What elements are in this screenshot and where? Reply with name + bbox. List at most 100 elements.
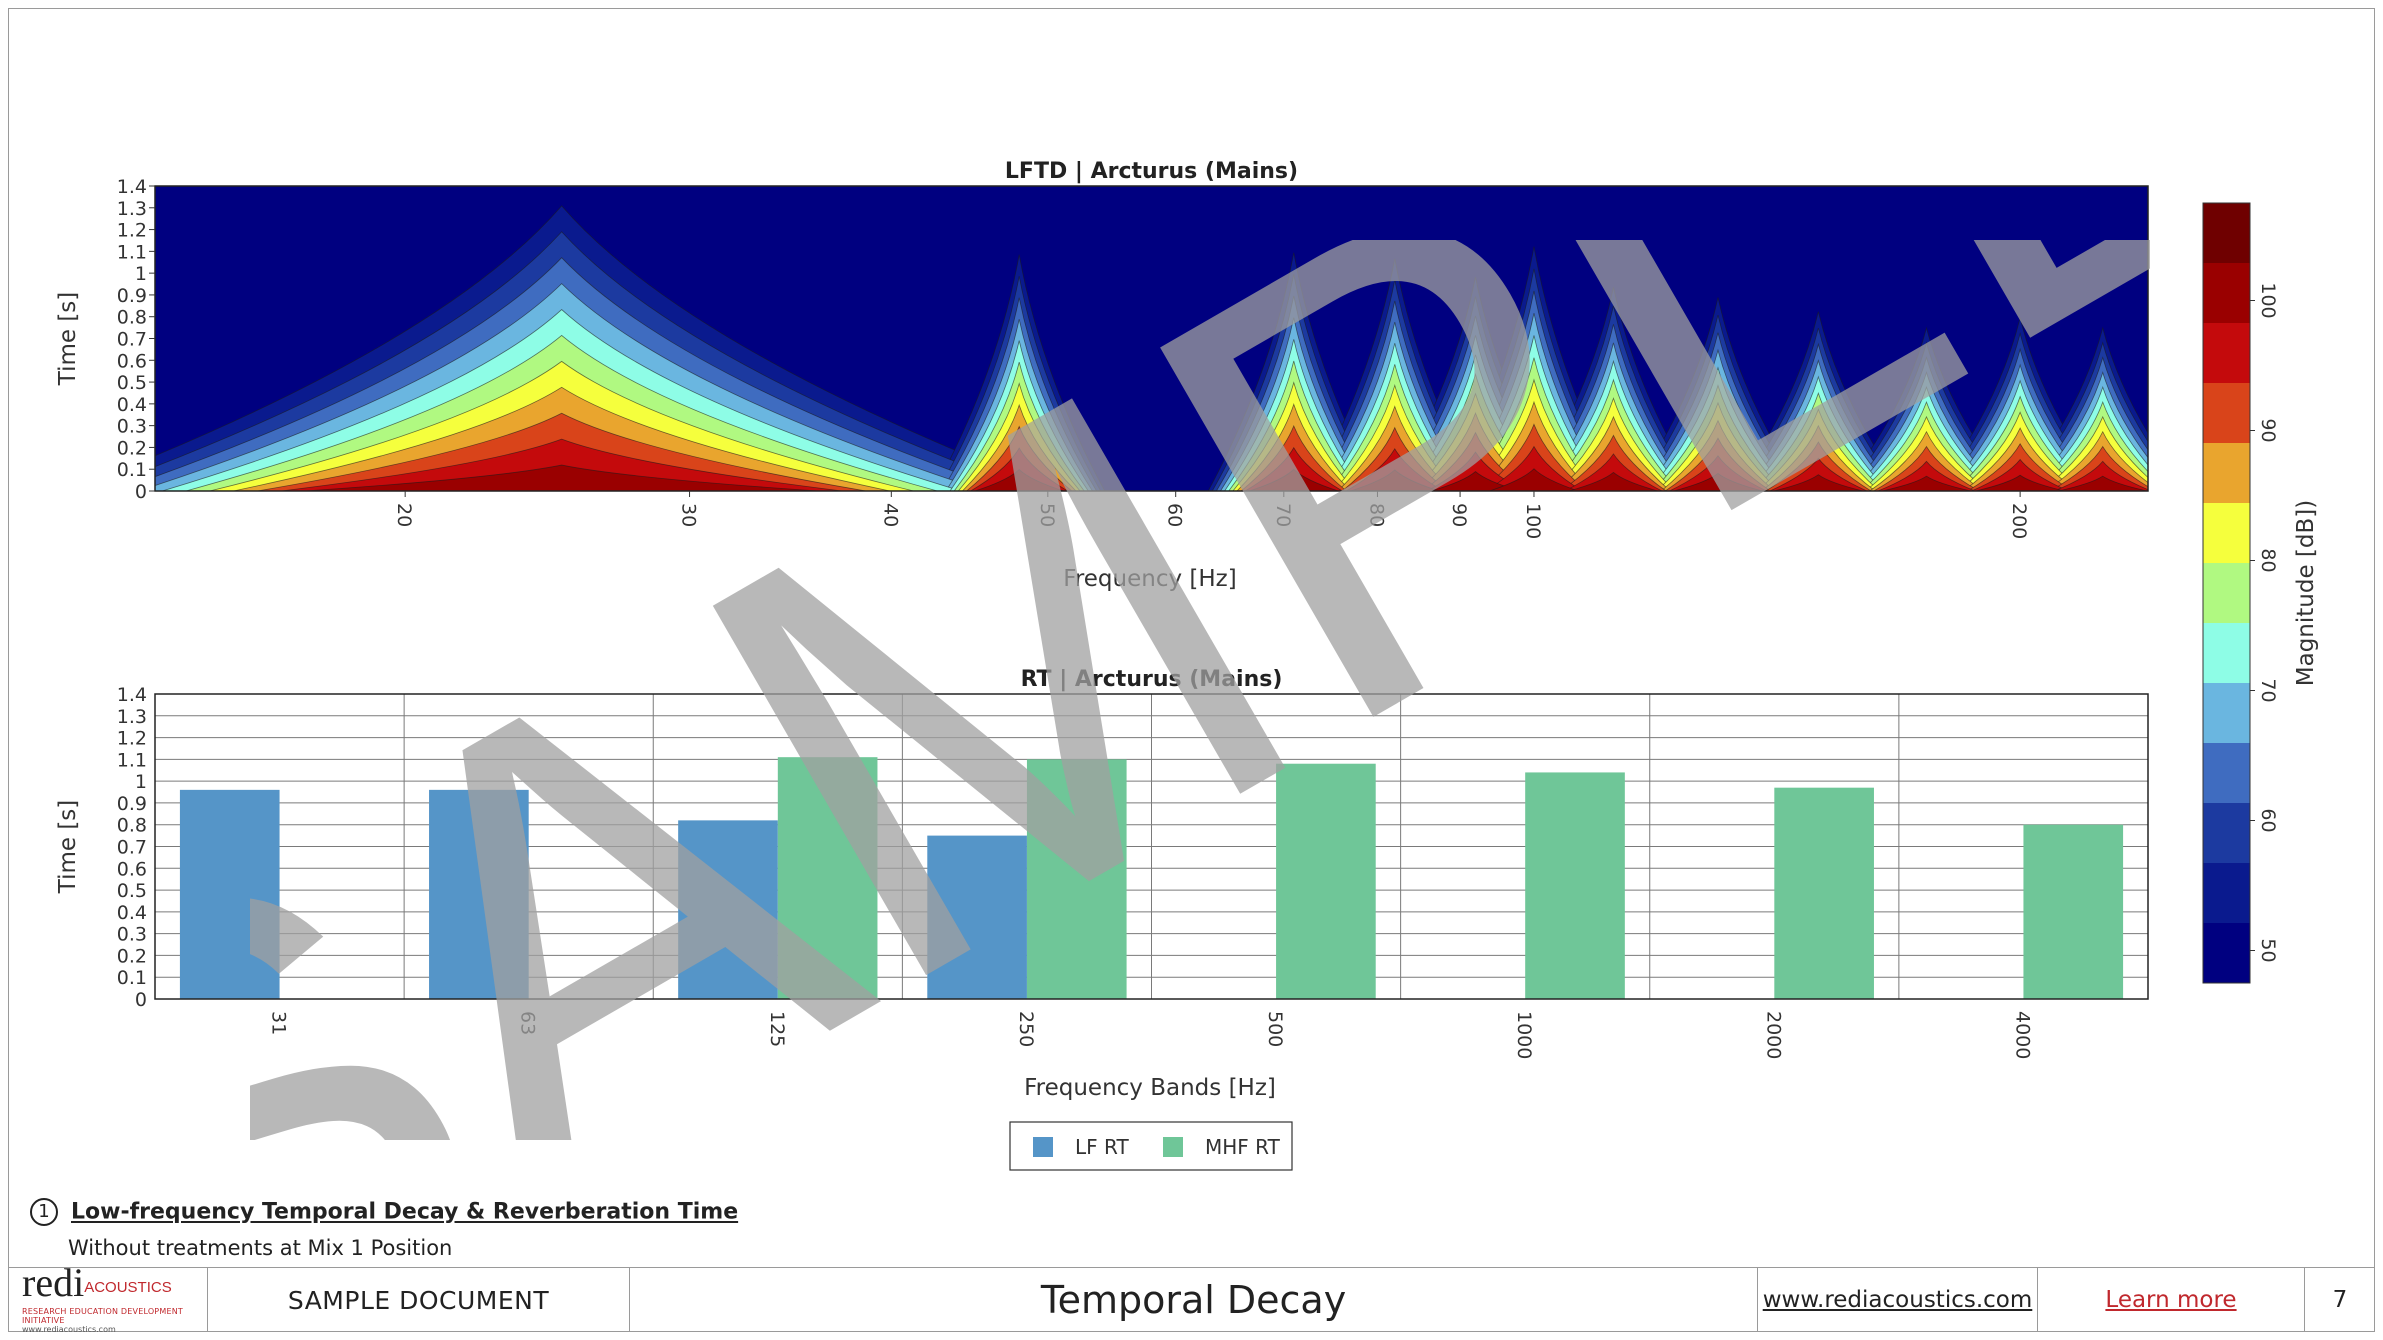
colorbar-tick-label: 60 — [2257, 808, 2279, 832]
colorbar-swatch — [2203, 863, 2250, 923]
colorbar-frame — [2202, 202, 2251, 984]
heatmap-y-tick-label: 1 — [135, 263, 147, 285]
colorbar-tick-label: 80 — [2257, 548, 2279, 572]
learn-more-link[interactable]: Learn more — [2038, 1268, 2305, 1332]
heatmap-x-tick-label: 90 — [1448, 503, 1470, 527]
bar-mhf-rt — [1276, 763, 1376, 999]
heatmap-y-tick-label: 0.4 — [117, 394, 147, 416]
logo-text: redi — [22, 1260, 85, 1305]
bar-x-tick-label: 250 — [1015, 1011, 1037, 1047]
heatmap-x-tick-label: 200 — [2008, 503, 2030, 539]
bar-y-tick-label: 0.1 — [117, 967, 147, 989]
heatmap-contour — [1249, 468, 1339, 491]
bar-x-tick-label: 63 — [517, 1011, 539, 1035]
bar-y-tick-label: 0.9 — [117, 793, 147, 815]
bar-y-tick-label: 1.1 — [117, 749, 147, 771]
colorbar-tick-label: 70 — [2257, 678, 2279, 702]
page-title: Temporal Decay — [630, 1268, 1758, 1332]
heatmap-x-tick-label: 60 — [1164, 503, 1186, 527]
bar-mhf-rt — [1525, 772, 1625, 999]
bar-lf-rt — [678, 820, 778, 999]
heatmap-field — [155, 186, 2148, 491]
bar-lf-rt — [179, 789, 280, 999]
bar-y-tick-label: 1.2 — [117, 728, 147, 750]
colorbar-swatch — [2203, 263, 2250, 323]
bar-y-tick-label: 0.8 — [117, 815, 147, 837]
bar-x-axis-label: Frequency Bands [Hz] — [1024, 1075, 1276, 1101]
bar-x-tick-label: 500 — [1264, 1011, 1286, 1047]
website-link[interactable]: www.rediacoustics.com — [1758, 1268, 2038, 1332]
bar-y-tick-label: 0.3 — [117, 924, 147, 946]
heatmap-contour — [1975, 474, 2065, 491]
heatmap-y-tick-label: 0 — [135, 481, 147, 503]
page-footer: rediACOUSTICS RESEARCH EDUCATION DEVELOP… — [8, 1263, 2375, 1334]
bar-mhf-rt — [1774, 787, 1874, 999]
heatmap-y-tick-label: 0.6 — [117, 350, 147, 372]
bar-y-tick-label: 0.2 — [117, 945, 147, 967]
bar-mhf-rt — [1026, 759, 1127, 999]
heatmap-y-axis-label: Time [s] — [55, 292, 81, 387]
bar-x-tick-label: 2000 — [1762, 1011, 1784, 1059]
note-number: 1 — [30, 1198, 58, 1226]
bar-mhf-rt — [2023, 824, 2124, 999]
heatmap-x-tick-label: 80 — [1365, 503, 1387, 527]
bar-x-tick-label: 31 — [268, 1011, 290, 1035]
heatmap-contour — [2054, 460, 2148, 491]
heatmap-contour — [1489, 468, 1579, 491]
bar-chart: 00.10.20.30.40.50.60.70.80.911.11.21.31.… — [55, 667, 2149, 1171]
colorbar-swatch — [2203, 923, 2250, 983]
note-subtitle: Without treatments at Mix 1 Position — [68, 1236, 453, 1260]
heatmap-contour — [1350, 469, 1440, 491]
colorbar-tick-label: 100 — [2257, 282, 2279, 318]
bar-x-tick-label: 125 — [766, 1011, 788, 1047]
colorbar-swatch — [2203, 443, 2250, 503]
page-number: 7 — [2332, 1287, 2348, 1313]
bar-lf-rt — [429, 789, 529, 999]
company-logo: rediACOUSTICS RESEARCH EDUCATION DEVELOP… — [8, 1263, 208, 1334]
section-note: 1 Low-frequency Temporal Decay & Reverbe… — [30, 1198, 738, 1226]
colorbar-swatch — [2203, 203, 2250, 263]
heatmap-chart: LFTD | Arcturus (Mains)00.10.20.30.40.50… — [55, 159, 2319, 984]
bar-y-tick-label: 0.4 — [117, 902, 147, 924]
logo-subtitle: RESEARCH EDUCATION DEVELOPMENT INITIATIV… — [22, 1307, 183, 1325]
document-label: SAMPLE DOCUMENT — [208, 1268, 630, 1332]
colorbar-swatch — [2203, 503, 2250, 563]
colorbar-swatch — [2203, 623, 2250, 683]
colorbar-tick-label: 50 — [2257, 938, 2279, 962]
colorbar-swatch — [2203, 683, 2250, 743]
heatmap-x-tick-label: 100 — [1522, 503, 1544, 539]
bar-mhf-rt — [777, 757, 878, 999]
colorbar-swatch — [2203, 383, 2250, 443]
bar-frame — [154, 693, 2149, 1000]
heatmap-y-tick-label: 0.8 — [117, 307, 147, 329]
heatmap-contour — [1673, 472, 1763, 491]
logo-accent: ACOUSTICS — [84, 1279, 172, 1296]
heatmap-y-tick-label: 1.3 — [117, 198, 147, 220]
heatmap-contour — [1568, 471, 1659, 491]
bar-y-tick-label: 1.4 — [117, 684, 147, 706]
bar-y-tick-label: 1.3 — [117, 706, 147, 728]
bar-x-tick-label: 4000 — [2011, 1011, 2033, 1059]
legend-label: MHF RT — [1205, 1135, 1281, 1159]
colorbar-swatch — [2203, 563, 2250, 623]
heatmap-x-tick-label: 70 — [1272, 503, 1294, 527]
heatmap-contour — [2058, 475, 2148, 491]
heatmap-y-tick-label: 0.2 — [117, 437, 147, 459]
bar-y-tick-label: 0.6 — [117, 858, 147, 880]
heatmap-contour — [1881, 475, 1972, 491]
bar-lf-rt — [927, 835, 1027, 999]
heatmap-y-tick-label: 0.5 — [117, 372, 147, 394]
heatmap-x-tick-label: 30 — [678, 503, 700, 527]
bar-y-tick-label: 0.5 — [117, 880, 147, 902]
heatmap-y-tick-label: 1.2 — [117, 220, 147, 242]
heatmap-y-tick-label: 0.3 — [117, 416, 147, 438]
heatmap-contour — [304, 464, 819, 491]
heatmap-contour — [974, 468, 1064, 491]
bar-y-tick-label: 1 — [135, 771, 147, 793]
heatmap-y-tick-label: 0.1 — [117, 459, 147, 481]
heatmap-y-tick-label: 1.1 — [117, 241, 147, 263]
heatmap-y-tick-label: 0.7 — [117, 329, 147, 351]
bar-title: RT | Arcturus (Mains) — [1021, 667, 1283, 692]
note-title[interactable]: Low-frequency Temporal Decay & Reverbera… — [71, 1199, 739, 1225]
